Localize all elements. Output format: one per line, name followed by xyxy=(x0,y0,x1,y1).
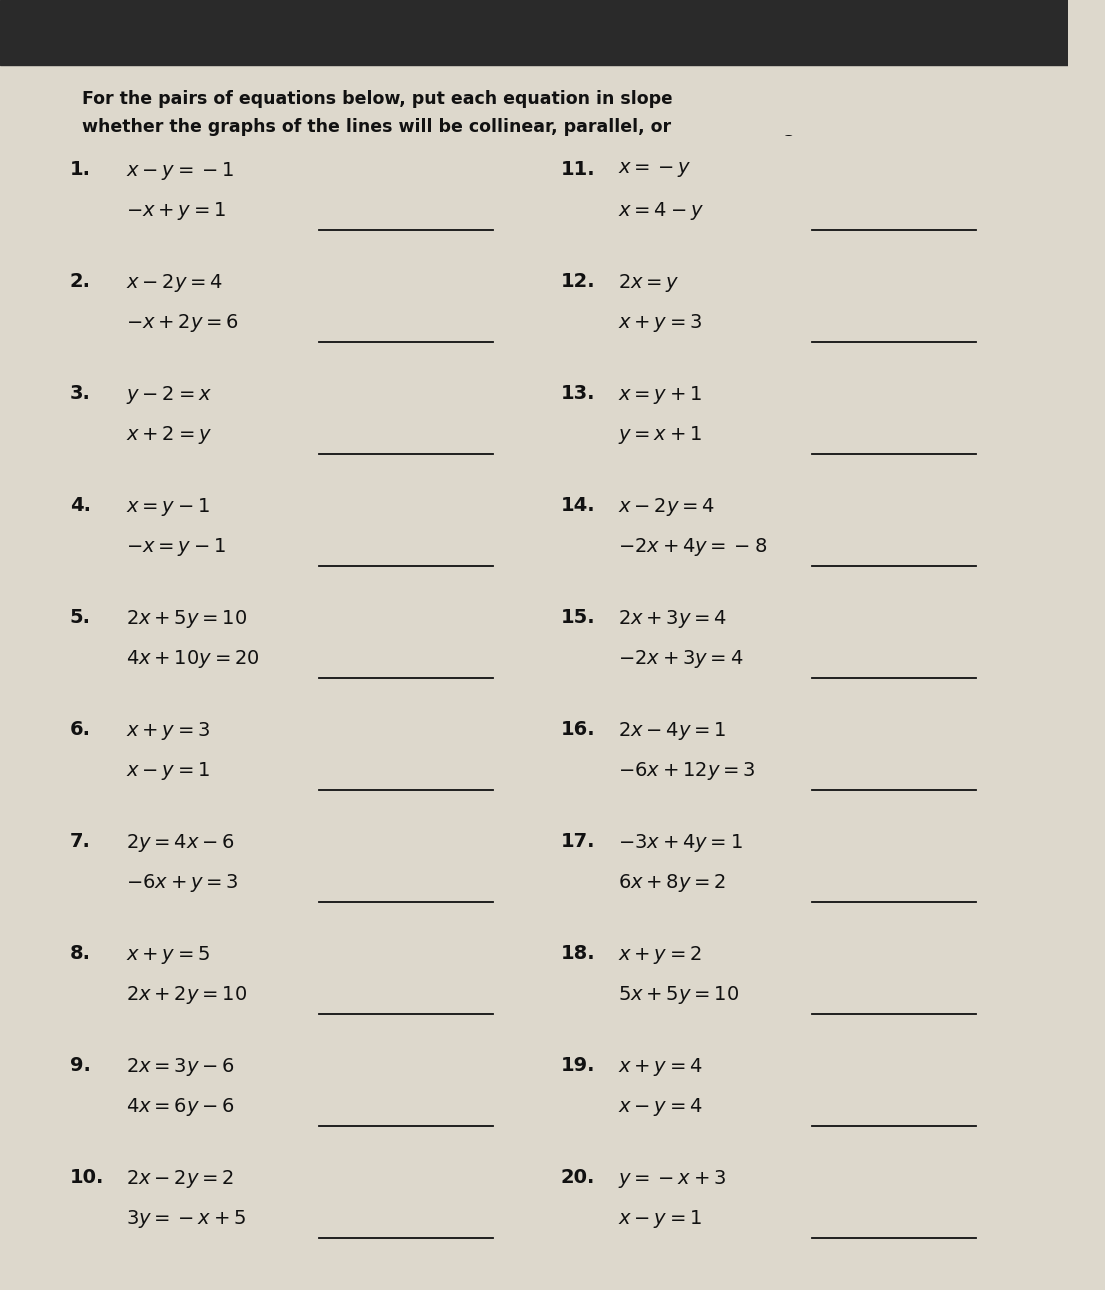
Text: $2y = 4x - 6$: $2y = 4x - 6$ xyxy=(126,832,234,854)
Text: $5x + 5y = 10$: $5x + 5y = 10$ xyxy=(619,984,739,1006)
Text: $2x - 2y = 2$: $2x - 2y = 2$ xyxy=(126,1167,234,1189)
Text: 1.: 1. xyxy=(70,160,91,179)
Text: $x = 4 - y$: $x = 4 - y$ xyxy=(619,200,705,222)
Text: $3y = -x + 5$: $3y = -x + 5$ xyxy=(126,1207,245,1229)
Text: 14.: 14. xyxy=(560,495,596,515)
Text: $x + y = 3$: $x + y = 3$ xyxy=(619,312,703,334)
Text: 11.: 11. xyxy=(560,160,596,179)
Text: $-x + y = 1$: $-x + y = 1$ xyxy=(126,200,225,222)
Text: $6x + 8y = 2$: $6x + 8y = 2$ xyxy=(619,872,727,894)
Text: whether the graphs of the lines will be collinear, parallel, or intersecting.: whether the graphs of the lines will be … xyxy=(82,117,802,135)
Text: $x - y = -1$: $x - y = -1$ xyxy=(126,160,233,182)
Text: $x + y = 4$: $x + y = 4$ xyxy=(619,1057,703,1078)
Text: $y = x + 1$: $y = x + 1$ xyxy=(619,424,703,446)
Text: 5.: 5. xyxy=(70,608,91,627)
FancyBboxPatch shape xyxy=(672,5,1049,135)
Text: 16.: 16. xyxy=(560,720,596,739)
Text: 15.: 15. xyxy=(560,608,596,627)
Text: $y - 2 = x$: $y - 2 = x$ xyxy=(126,384,212,406)
Text: $4x + 10y = 20$: $4x + 10y = 20$ xyxy=(126,648,260,670)
Text: 18.: 18. xyxy=(560,944,596,964)
Text: 9.: 9. xyxy=(70,1057,91,1075)
Text: 4.: 4. xyxy=(70,495,91,515)
Text: $x + y = 3$: $x + y = 3$ xyxy=(126,720,210,742)
Text: $x - y = 1$: $x - y = 1$ xyxy=(126,760,210,782)
Text: 13.: 13. xyxy=(560,384,594,402)
Text: $2x = y$: $2x = y$ xyxy=(619,272,680,294)
Text: $-3x + 4y = 1$: $-3x + 4y = 1$ xyxy=(619,832,744,854)
Text: $-6x + 12y = 3$: $-6x + 12y = 3$ xyxy=(619,760,756,782)
Text: 6.: 6. xyxy=(70,720,91,739)
Text: $2x + 3y = 4$: $2x + 3y = 4$ xyxy=(619,608,727,630)
Text: $-x + 2y = 6$: $-x + 2y = 6$ xyxy=(126,312,239,334)
Text: $y = -x + 3$: $y = -x + 3$ xyxy=(619,1167,727,1189)
Text: $2x - 4y = 1$: $2x - 4y = 1$ xyxy=(619,720,727,742)
Bar xyxy=(0,0,1067,64)
Text: $x + 2 = y$: $x + 2 = y$ xyxy=(126,424,212,446)
Text: $x - y = 1$: $x - y = 1$ xyxy=(619,1207,703,1229)
Text: 20.: 20. xyxy=(560,1167,594,1187)
Text: 2.: 2. xyxy=(70,272,91,292)
Text: $2x = 3y - 6$: $2x = 3y - 6$ xyxy=(126,1057,234,1078)
Text: $x - 2y = 4$: $x - 2y = 4$ xyxy=(619,495,716,519)
Text: $2x + 5y = 10$: $2x + 5y = 10$ xyxy=(126,608,246,630)
Text: 10.: 10. xyxy=(70,1167,104,1187)
Text: $x + y = 2$: $x + y = 2$ xyxy=(619,944,703,966)
Text: $x = -y$: $x = -y$ xyxy=(619,160,692,179)
Text: $x + y = 5$: $x + y = 5$ xyxy=(126,944,210,966)
Text: 17.: 17. xyxy=(560,832,594,851)
Text: 3.: 3. xyxy=(70,384,91,402)
Text: $4x = 6y - 6$: $4x = 6y - 6$ xyxy=(126,1096,234,1118)
Text: For the pairs of equations below, put each equation in slope-intercept form, and: For the pairs of equations below, put ea… xyxy=(82,90,909,108)
Text: 7.: 7. xyxy=(70,832,91,851)
Text: $x = y + 1$: $x = y + 1$ xyxy=(619,384,703,406)
Text: $x = y - 1$: $x = y - 1$ xyxy=(126,495,210,519)
Text: $2x + 2y = 10$: $2x + 2y = 10$ xyxy=(126,984,246,1006)
Text: 12.: 12. xyxy=(560,272,596,292)
Text: $x - 2y = 4$: $x - 2y = 4$ xyxy=(126,272,223,294)
Text: $-2x + 3y = 4$: $-2x + 3y = 4$ xyxy=(619,648,744,670)
Text: $-6x + y = 3$: $-6x + y = 3$ xyxy=(126,872,239,894)
Text: 19.: 19. xyxy=(560,1057,594,1075)
Text: $x - y = 4$: $x - y = 4$ xyxy=(619,1096,703,1118)
Text: $-x = y - 1$: $-x = y - 1$ xyxy=(126,537,225,559)
Text: $-2x + 4y = -8$: $-2x + 4y = -8$ xyxy=(619,537,768,559)
Text: 8.: 8. xyxy=(70,944,91,964)
